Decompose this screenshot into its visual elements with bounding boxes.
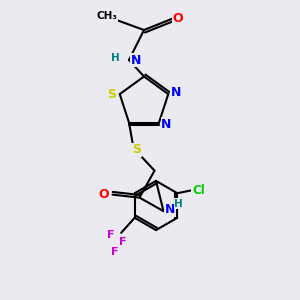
Text: N: N	[130, 53, 141, 67]
Text: H: H	[174, 199, 183, 208]
Text: Cl: Cl	[192, 184, 205, 197]
Text: S: S	[132, 143, 141, 156]
Text: F: F	[107, 230, 114, 240]
Text: N: N	[161, 118, 172, 130]
Text: O: O	[172, 11, 183, 25]
Text: N: N	[165, 203, 175, 216]
Text: H: H	[111, 52, 119, 63]
Text: O: O	[98, 188, 109, 201]
Text: F: F	[111, 247, 119, 257]
Text: CH₃: CH₃	[97, 11, 118, 22]
Text: N: N	[171, 86, 181, 99]
Text: F: F	[119, 237, 126, 247]
Text: S: S	[107, 88, 116, 100]
